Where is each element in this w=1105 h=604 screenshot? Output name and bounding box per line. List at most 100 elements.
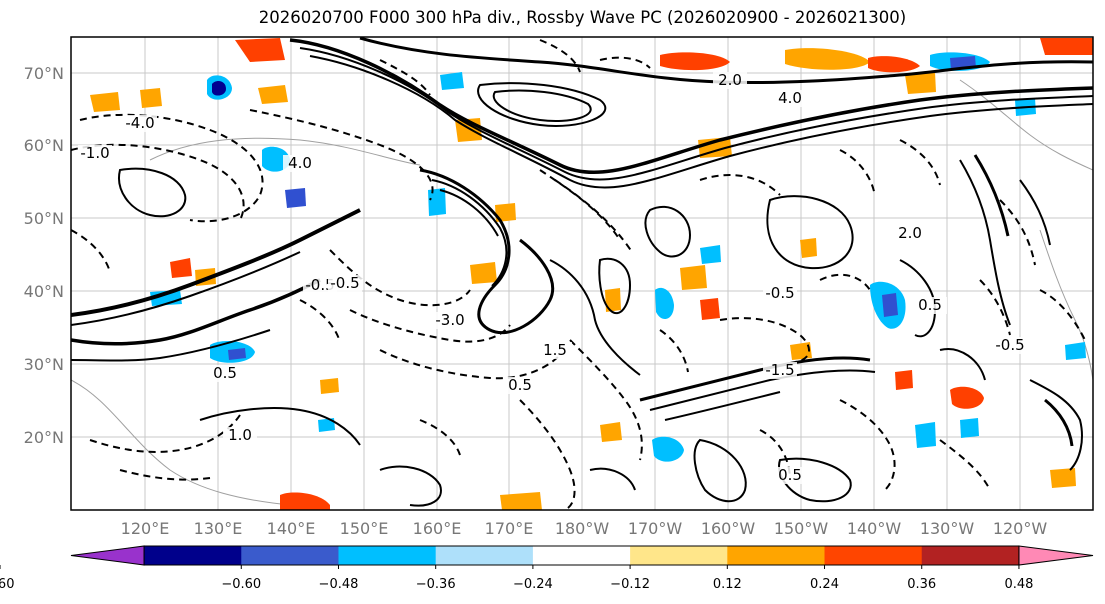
contour-label: -1.5	[765, 361, 794, 379]
positive-anomaly	[868, 56, 920, 73]
positive-anomaly	[950, 386, 984, 409]
colorbar-tick-label: 0.60	[0, 577, 14, 592]
positive-anomaly	[258, 85, 288, 104]
positive-anomaly	[320, 378, 339, 394]
longitude-label: 170°E	[485, 519, 534, 538]
colorbar-extend-max	[1018, 545, 1094, 566]
positive-anomaly	[140, 88, 162, 108]
divergence-shading	[90, 38, 1093, 510]
longitude-label: 120°W	[993, 519, 1048, 538]
contour-label: -0.5	[995, 336, 1024, 354]
longitude-label: 150°W	[774, 519, 829, 538]
positive-anomaly	[470, 262, 497, 284]
colorbar-tick-label: 0.48	[1004, 577, 1033, 592]
positive-anomaly	[680, 265, 707, 290]
contour-labels: -4.04.0-1.0-0.50.51.52.0-3.0-0.50.5-0.5-…	[78, 71, 1027, 484]
positive-anomaly	[905, 72, 936, 94]
colorbar-bin	[435, 546, 534, 565]
positive-anomaly	[785, 48, 870, 70]
colorbar-tick-label: −0.60	[221, 577, 261, 592]
colorbar: −0.60 −0.48 −0.36 −0.24 −0.12 0.12 0.24 0.36 0.4…	[0, 545, 1094, 592]
positive-anomaly	[895, 370, 913, 390]
negative-anomaly	[1065, 342, 1086, 360]
map-frame	[70, 36, 1094, 511]
negative-anomaly	[915, 422, 936, 448]
contour-label: 0.5	[918, 296, 942, 314]
latitude-label: 30°N	[24, 355, 64, 374]
negative-anomaly	[960, 418, 979, 438]
longitude-label: 160°E	[413, 519, 462, 538]
latitude-label: 70°N	[24, 64, 64, 83]
longitude-label: 130°W	[920, 519, 975, 538]
contour-label: 4.0	[288, 154, 312, 172]
contour-label: -4.0	[125, 114, 154, 132]
positive-anomaly	[495, 203, 516, 222]
latitude-label: 20°N	[24, 428, 64, 447]
longitude-label: 170°W	[628, 519, 683, 538]
positive-anomaly	[700, 298, 720, 320]
dashed-contours	[71, 39, 1086, 510]
negative-anomaly	[428, 188, 446, 216]
contour-label: 1.0	[228, 426, 252, 444]
contour-label: -0.5	[330, 274, 359, 292]
negative-anomaly	[228, 348, 246, 360]
solid-contours	[71, 37, 1093, 507]
negative-anomaly	[652, 436, 684, 462]
colorbar-bin	[727, 546, 826, 565]
colorbar-bin	[338, 546, 437, 565]
contour-label: 1.5	[543, 341, 567, 359]
negative-anomaly	[212, 81, 226, 96]
negative-anomaly	[655, 287, 674, 320]
positive-anomaly	[500, 492, 542, 510]
longitude-labels: 120°E 130°E 140°E 150°E 160°E 170°E 180°W 170°W…	[121, 519, 1048, 538]
positive-anomaly	[1040, 38, 1093, 55]
latitude-label: 40°N	[24, 282, 64, 301]
map-title: 2026020700 F000 300 hPa div., Rossby Wav…	[258, 8, 907, 27]
contour-label: 0.5	[778, 466, 802, 484]
colorbar-tick-label: 0.24	[810, 577, 839, 592]
negative-anomaly	[440, 72, 464, 90]
colorbar-tick-label: −0.36	[416, 577, 456, 592]
negative-anomaly	[285, 188, 306, 208]
positive-anomaly	[800, 238, 817, 258]
colorbar-tick-label: 0.36	[907, 577, 936, 592]
colorbar-bin	[630, 546, 728, 565]
contour-label: -0.5	[305, 276, 334, 294]
contour-label: -3.0	[435, 311, 464, 329]
colorbar-extend-min	[70, 545, 145, 566]
colorbar-tick-label: −0.12	[610, 577, 650, 592]
latitude-label: 50°N	[24, 209, 64, 228]
colorbar-tick-label: −0.24	[513, 577, 553, 592]
positive-anomaly	[235, 38, 285, 62]
contour-label: 0.5	[508, 376, 532, 394]
colorbar-bin	[921, 546, 1020, 565]
graticule	[71, 37, 1093, 510]
positive-anomaly	[660, 52, 730, 71]
longitude-label: 160°W	[701, 519, 756, 538]
contour-label: 4.0	[778, 89, 802, 107]
positive-anomaly	[1050, 468, 1076, 488]
contour-label: 0.5	[213, 364, 237, 382]
longitude-label: 150°E	[340, 519, 389, 538]
negative-anomaly	[318, 418, 335, 432]
contour-label: 2.0	[898, 224, 922, 242]
positive-anomaly	[605, 288, 621, 312]
positive-anomaly	[170, 258, 192, 278]
colorbar-tick-label: −0.48	[319, 577, 359, 592]
colorbar-bin	[532, 546, 631, 565]
latitude-labels: 70°N 60°N 50°N 40°N 30°N 20°N	[24, 64, 64, 447]
longitude-label: 140°E	[267, 519, 316, 538]
colorbar-tick-label: 0.12	[713, 577, 742, 592]
latitude-label: 60°N	[24, 136, 64, 155]
contour-label: 2.0	[718, 71, 742, 89]
colorbar-bin	[241, 546, 339, 565]
negative-anomaly	[700, 245, 721, 264]
longitude-label: 120°E	[121, 519, 170, 538]
contour-label: -1.0	[80, 144, 109, 162]
positive-anomaly	[790, 342, 812, 360]
longitude-label: 130°E	[194, 519, 243, 538]
contour-label: -0.5	[765, 284, 794, 302]
longitude-label: 180°W	[555, 519, 610, 538]
colorbar-bin	[144, 546, 242, 565]
